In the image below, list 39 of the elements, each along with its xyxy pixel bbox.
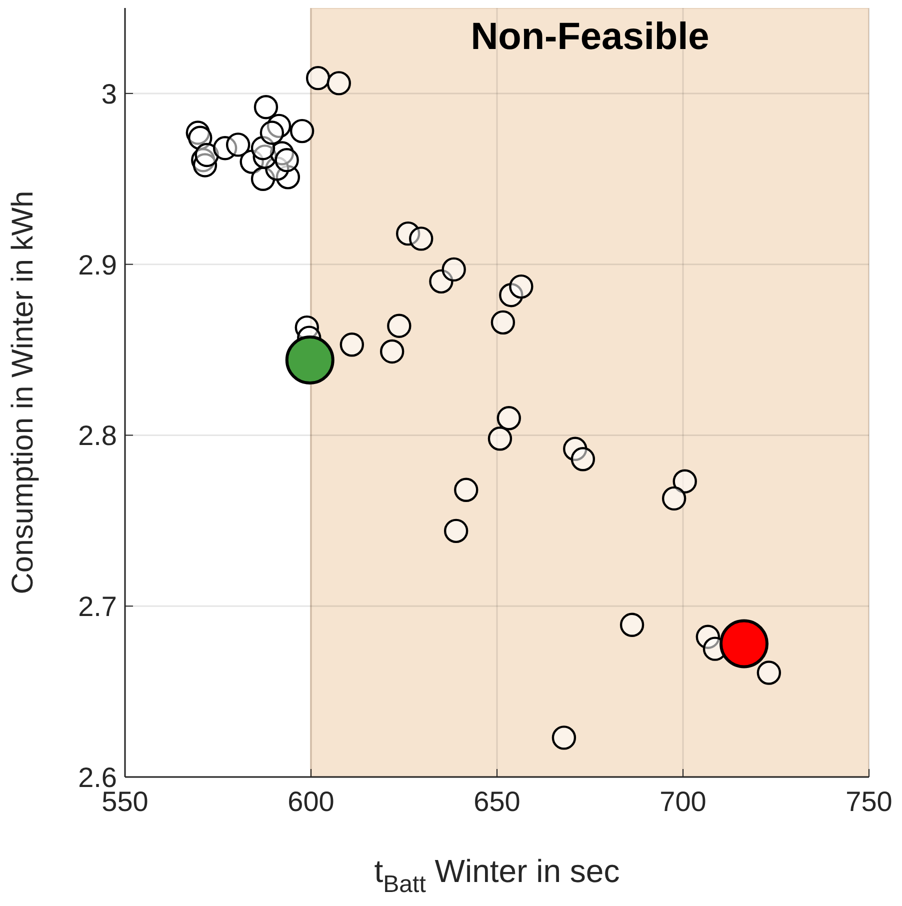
- point: [552, 726, 576, 750]
- point: [260, 120, 284, 145]
- point: [488, 426, 512, 451]
- y-axis-title: Consumption in Winter in kWh: [6, 190, 40, 594]
- x-axis-title: t$_{Batt}$ Winter in sec: [374, 853, 620, 898]
- y-tick-label: 2.9: [78, 249, 117, 280]
- x-tick-label: 600: [288, 786, 334, 817]
- x-tick-label: 650: [474, 786, 520, 817]
- x-tick-label: 700: [660, 786, 706, 817]
- y-tick-label: 2.8: [78, 420, 117, 452]
- point: [454, 478, 478, 502]
- point: [662, 486, 686, 511]
- x-tick-label: 750: [846, 786, 892, 817]
- point: [672, 469, 697, 494]
- point: [380, 339, 404, 364]
- y-tick-label: 3: [101, 78, 117, 110]
- point: [254, 95, 278, 120]
- point: [326, 71, 351, 96]
- point: [285, 336, 334, 385]
- point: [442, 257, 466, 282]
- point: [306, 66, 330, 90]
- point: [274, 148, 299, 172]
- point: [756, 660, 782, 685]
- point: [409, 226, 434, 251]
- point: [509, 274, 534, 299]
- point: [490, 310, 516, 335]
- point: [570, 447, 596, 472]
- point: [226, 132, 250, 157]
- point: [387, 314, 412, 338]
- y-tick-label: 2.7: [78, 591, 117, 622]
- point: [720, 619, 769, 668]
- point: [620, 612, 644, 638]
- y-tick-label: 2.6: [78, 762, 117, 793]
- point: [290, 118, 314, 144]
- point: [340, 332, 364, 357]
- point: [194, 142, 219, 168]
- band-label: Non-Feasible: [470, 16, 710, 58]
- point: [496, 406, 522, 430]
- point: [444, 518, 468, 544]
